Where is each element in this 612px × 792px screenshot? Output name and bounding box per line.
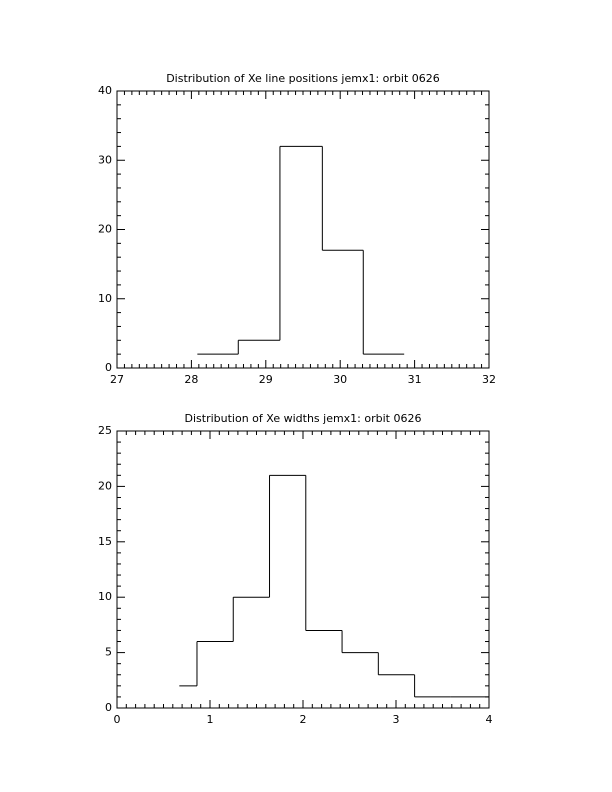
chart-title: Distribution of Xe line positions jemx1:… bbox=[166, 72, 440, 85]
x-tick-label: 28 bbox=[184, 373, 198, 386]
y-tick-label: 5 bbox=[105, 646, 112, 659]
x-tick-label: 2 bbox=[300, 713, 307, 726]
plot-frame bbox=[116, 90, 490, 369]
y-tick-label: 0 bbox=[105, 701, 112, 714]
y-tick-label: 25 bbox=[98, 424, 112, 437]
y-tick-label: 40 bbox=[98, 84, 112, 97]
y-tick-label: 0 bbox=[105, 361, 112, 374]
x-tick-label: 0 bbox=[114, 713, 121, 726]
y-tick-label: 10 bbox=[98, 292, 112, 305]
x-tick-label: 30 bbox=[333, 373, 347, 386]
y-tick-label: 10 bbox=[98, 590, 112, 603]
x-tick-label: 32 bbox=[482, 373, 496, 386]
plot-frame bbox=[116, 430, 490, 709]
x-tick-label: 29 bbox=[259, 373, 273, 386]
chart-title: Distribution of Xe widths jemx1: orbit 0… bbox=[185, 412, 422, 425]
x-tick-label: 27 bbox=[110, 373, 124, 386]
y-tick-label: 20 bbox=[98, 223, 112, 236]
x-tick-label: 3 bbox=[393, 713, 400, 726]
y-tick-label: 15 bbox=[98, 535, 112, 548]
x-tick-label: 31 bbox=[408, 373, 422, 386]
y-tick-label: 30 bbox=[98, 153, 112, 166]
y-tick-label: 20 bbox=[98, 479, 112, 492]
x-tick-label: 4 bbox=[486, 713, 493, 726]
x-tick-label: 1 bbox=[207, 713, 214, 726]
